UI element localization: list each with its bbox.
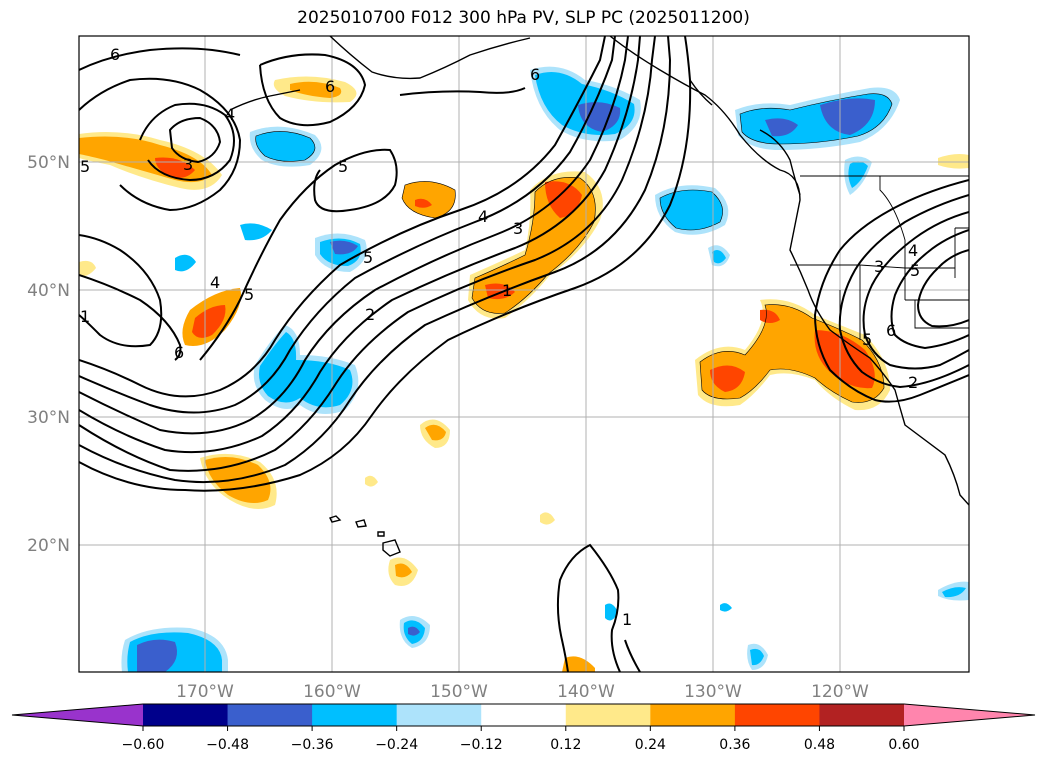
- colorbar-tick-label: −0.48: [206, 737, 249, 753]
- colorbar-tick-label: 0.12: [550, 737, 581, 753]
- contour-label: 2: [365, 305, 375, 324]
- map-frame: [78, 35, 970, 673]
- colorbar-segment: [650, 704, 736, 726]
- lon-label-130w: 130°W: [684, 682, 742, 702]
- contour-label: 3: [874, 257, 884, 276]
- colorbar-segment: [734, 704, 820, 726]
- contour-label: 2: [908, 373, 918, 392]
- contour-label: 1: [80, 307, 90, 326]
- contour-label: 4: [210, 273, 220, 292]
- contour-label: 4: [908, 241, 918, 260]
- contour-label: 5: [862, 330, 872, 349]
- contour-label: 6: [174, 343, 184, 362]
- colorbar-segment: [396, 704, 482, 726]
- contour-label: 5: [363, 248, 373, 267]
- colorbar-segment: [143, 704, 229, 726]
- lat-label-40n: 40°N: [27, 281, 70, 301]
- contour-label: 5: [910, 261, 920, 280]
- map-plot-area: 6 6 4 3 5 5 5 6 4 3 5 4 2 1 6 1 1 4 3 5 …: [79, 36, 969, 672]
- colorbar-segment: [312, 704, 398, 726]
- lon-label-170w: 170°W: [176, 682, 234, 702]
- contour-label: 3: [513, 219, 523, 238]
- borders: [790, 175, 969, 340]
- colorbar-tick-label: 0.60: [888, 737, 919, 753]
- colorbar-segment: [481, 704, 567, 726]
- lon-label-120w: 120°W: [811, 682, 869, 702]
- latitude-labels: 50°N 40°N 30°N 20°N: [27, 153, 70, 556]
- colorbar-tick-label: 0.48: [804, 737, 835, 753]
- colorbar-tick-label: −0.60: [122, 737, 165, 753]
- colorbar-segment: [565, 704, 651, 726]
- contour-label: 5: [80, 157, 90, 176]
- contour-label: 3: [183, 155, 193, 174]
- colorbar-tick-label: 0.24: [635, 737, 666, 753]
- colorbar-tick-label: 0.36: [719, 737, 750, 753]
- colorbar-extend-low: [12, 704, 143, 726]
- longitude-labels: 170°W 160°W 150°W 140°W 130°W 120°W: [176, 682, 869, 702]
- contour-label: 6: [886, 321, 896, 340]
- contour-label: 6: [110, 45, 120, 64]
- contour-label: 5: [338, 157, 348, 176]
- colorbar: −0.60 −0.48 −0.36 −0.24 −0.12 0.12 0.24 0.36 0.4…: [11, 703, 1036, 753]
- lat-label-20n: 20°N: [27, 536, 70, 556]
- contour-labels: 6 6 4 3 5 5 5 6 4 3 5 4 2 1 6 1 1 4 3 5 …: [80, 45, 920, 629]
- lon-label-150w: 150°W: [430, 682, 488, 702]
- slp-contours: [79, 36, 969, 672]
- contour-label: 4: [478, 207, 488, 226]
- contour-label: 5: [244, 285, 254, 304]
- lon-label-140w: 140°W: [557, 682, 615, 702]
- contour-label: 6: [530, 65, 540, 84]
- colorbar-extend-high: [904, 704, 1035, 726]
- coastlines: [229, 36, 969, 557]
- contour-label: 4: [225, 105, 235, 124]
- contour-label: 1: [622, 610, 632, 629]
- gridlines: [79, 36, 969, 672]
- pv-outlines: [255, 93, 893, 403]
- colorbar-tick-label: −0.36: [291, 737, 334, 753]
- colorbar-tick-label: −0.12: [460, 737, 503, 753]
- colorbar-segment: [227, 704, 313, 726]
- pv-negative-areas: [121, 66, 969, 672]
- contour-label: 6: [325, 77, 335, 96]
- contour-label: 1: [502, 281, 512, 300]
- lon-label-160w: 160°W: [303, 682, 361, 702]
- colorbar-segment: [819, 704, 905, 726]
- colorbar-tick-label: −0.24: [375, 737, 418, 753]
- map-title: 2025010700 F012 300 hPa PV, SLP PC (2025…: [297, 8, 750, 28]
- lat-label-30n: 30°N: [27, 408, 70, 428]
- lat-label-50n: 50°N: [27, 153, 70, 173]
